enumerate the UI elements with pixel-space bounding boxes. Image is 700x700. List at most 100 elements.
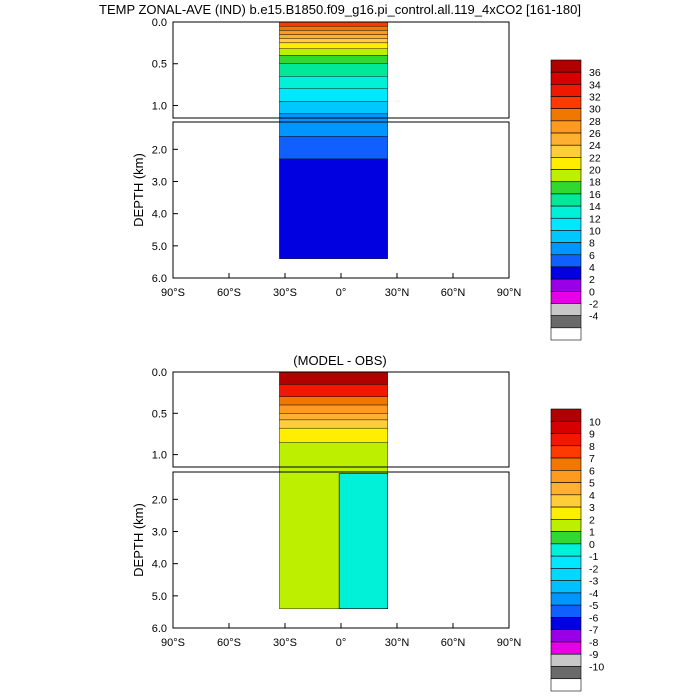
y-tick-label: 5.0 (152, 241, 167, 253)
colorbar-label: 1 (589, 527, 595, 539)
colorbar-label: 5 (589, 478, 595, 490)
colorbar-label: 8 (589, 441, 595, 453)
data-band (279, 404, 388, 414)
x-tick-label: 90°S (161, 637, 185, 649)
colorbar-label: -5 (589, 600, 598, 612)
colorbar-label: 7 (589, 453, 595, 465)
colorbar-label: -6 (589, 612, 598, 624)
data-band (279, 371, 388, 385)
y-tick-label: 1.0 (152, 450, 167, 462)
y-tick-label: 0.0 (152, 17, 167, 29)
colorbar-swatch (550, 531, 582, 545)
colorbar-label: 18 (589, 177, 601, 189)
data-field (279, 371, 388, 610)
data-band (279, 55, 388, 64)
colorbar-label: 32 (589, 92, 601, 104)
panel-1: TEMP ZONAL-AVE (IND) b.e15.B1850.f09_g16… (99, 2, 601, 341)
colorbar-label: 3 (589, 502, 595, 514)
y-tick-label: 2.0 (152, 494, 167, 506)
colorbar-label: 36 (589, 67, 601, 79)
data-band (279, 158, 388, 259)
data-band (279, 427, 388, 443)
colorbar-label: 6 (589, 250, 595, 262)
colorbar-swatch (550, 217, 582, 231)
colorbar-swatch (550, 506, 582, 520)
colorbar-label: 34 (589, 79, 601, 91)
x-tick-label: 90°N (497, 637, 522, 649)
colorbar-label: 4 (589, 262, 595, 274)
colorbar-swatch (550, 84, 582, 97)
data-band (279, 101, 388, 115)
y-tick-label: 3.0 (152, 177, 167, 189)
colorbar-swatch (550, 71, 582, 85)
upper-frame (172, 371, 510, 468)
data-band (279, 419, 388, 429)
colorbar-swatch (550, 132, 582, 146)
data-band (279, 413, 388, 421)
colorbar-swatch (550, 144, 582, 158)
colorbar-label: -8 (589, 637, 598, 649)
y-tick-label: 4.0 (152, 559, 167, 571)
colorbar-label: 0 (589, 539, 595, 551)
colorbar-swatch (550, 278, 582, 292)
colorbar-label: -10 (589, 661, 604, 673)
x-tick-label: 60°S (217, 637, 241, 649)
colorbar-label: 28 (589, 116, 601, 128)
colorbar-swatch (550, 494, 582, 508)
y-tick-label: 5.0 (152, 591, 167, 603)
colorbar-label: -4 (589, 588, 598, 600)
colorbar-label: 30 (589, 104, 601, 116)
colorbar-label: 22 (589, 152, 601, 164)
data-band (279, 384, 388, 397)
colorbar-swatch (550, 205, 582, 219)
data-band (279, 48, 388, 56)
colorbar-label: -3 (589, 576, 598, 588)
colorbar-label: 20 (589, 165, 601, 177)
x-tick-label: 90°N (497, 287, 522, 299)
colorbar-swatch (550, 653, 582, 667)
x-tick-label: 30°S (273, 287, 297, 299)
colorbar-swatch (550, 470, 582, 483)
data-band (279, 136, 388, 160)
colorbar-swatch (550, 604, 582, 618)
upper-frame (172, 21, 510, 119)
colorbar-label: 16 (589, 189, 601, 201)
x-tick-label: 30°N (385, 637, 410, 649)
panel-2: (MODEL - OBS) 90°S 60°S 30°S 0° 30°N 60°N 90°N 0… (131, 353, 604, 692)
data-band (279, 396, 388, 406)
colorbar-swatch (550, 303, 582, 316)
data-band (279, 25, 388, 31)
colorbar-swatch (550, 445, 582, 459)
data-band (279, 76, 388, 89)
y-tick-label: 0.0 (152, 367, 167, 379)
colorbar-label: -2 (589, 298, 598, 310)
data-region-east (338, 473, 388, 610)
y-tick-label: 3.0 (152, 527, 167, 539)
colorbar-label: 4 (589, 490, 595, 502)
colorbar-swatch (550, 266, 582, 280)
colorbar-label: 6 (589, 465, 595, 477)
colorbar-swatch (550, 254, 582, 268)
x-tick-label: 60°N (441, 287, 466, 299)
colorbar-swatch (550, 678, 582, 692)
colorbar-label: 10 (589, 225, 601, 237)
colorbar-label: 0 (589, 286, 595, 298)
x-tick-label: 60°S (217, 287, 241, 299)
colorbar-swatch (550, 157, 582, 170)
y-tick-label: 4.0 (152, 209, 167, 221)
colorbar-swatch (550, 59, 582, 73)
data-band (279, 117, 388, 137)
colorbar-swatch (550, 96, 582, 109)
data-band (279, 88, 388, 102)
colorbar-swatch (550, 519, 582, 532)
colorbar-label: 2 (589, 274, 595, 286)
data-band (279, 63, 388, 77)
colorbar-swatch (550, 641, 582, 655)
colorbar-swatch (550, 327, 582, 341)
data-band (279, 30, 388, 35)
data-band (279, 442, 388, 468)
colorbar-swatch (550, 580, 582, 594)
data-band (279, 42, 388, 49)
